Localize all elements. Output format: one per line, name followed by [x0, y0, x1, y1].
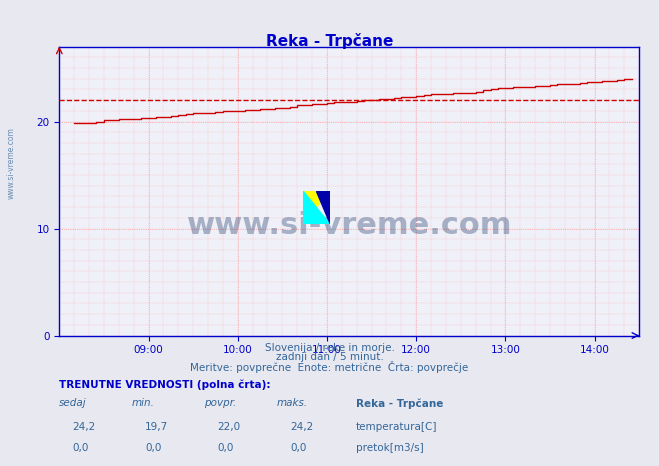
- Text: 0,0: 0,0: [290, 443, 306, 452]
- Text: 24,2: 24,2: [72, 422, 96, 432]
- Text: 0,0: 0,0: [145, 443, 161, 452]
- Polygon shape: [303, 191, 330, 224]
- Text: Reka - Trpčane: Reka - Trpčane: [356, 398, 444, 409]
- Text: povpr.: povpr.: [204, 398, 237, 408]
- Text: zadnji dan / 5 minut.: zadnji dan / 5 minut.: [275, 352, 384, 362]
- Text: Meritve: povprečne  Enote: metrične  Črta: povprečje: Meritve: povprečne Enote: metrične Črta:…: [190, 361, 469, 373]
- Text: pretok[m3/s]: pretok[m3/s]: [356, 443, 424, 452]
- Text: TRENUTNE VREDNOSTI (polna črta):: TRENUTNE VREDNOSTI (polna črta):: [59, 380, 271, 391]
- Text: Slovenija / reke in morje.: Slovenija / reke in morje.: [264, 343, 395, 352]
- Text: www.si-vreme.com: www.si-vreme.com: [186, 211, 512, 240]
- Text: maks.: maks.: [277, 398, 308, 408]
- Text: 19,7: 19,7: [145, 422, 168, 432]
- Text: www.si-vreme.com: www.si-vreme.com: [7, 127, 16, 199]
- Text: min.: min.: [132, 398, 155, 408]
- Text: 22,0: 22,0: [217, 422, 241, 432]
- Text: 0,0: 0,0: [217, 443, 234, 452]
- Polygon shape: [303, 191, 330, 224]
- Text: sedaj: sedaj: [59, 398, 87, 408]
- Text: 24,2: 24,2: [290, 422, 313, 432]
- Text: Reka - Trpčane: Reka - Trpčane: [266, 33, 393, 48]
- Polygon shape: [316, 191, 330, 224]
- Text: 0,0: 0,0: [72, 443, 89, 452]
- Text: temperatura[C]: temperatura[C]: [356, 422, 438, 432]
